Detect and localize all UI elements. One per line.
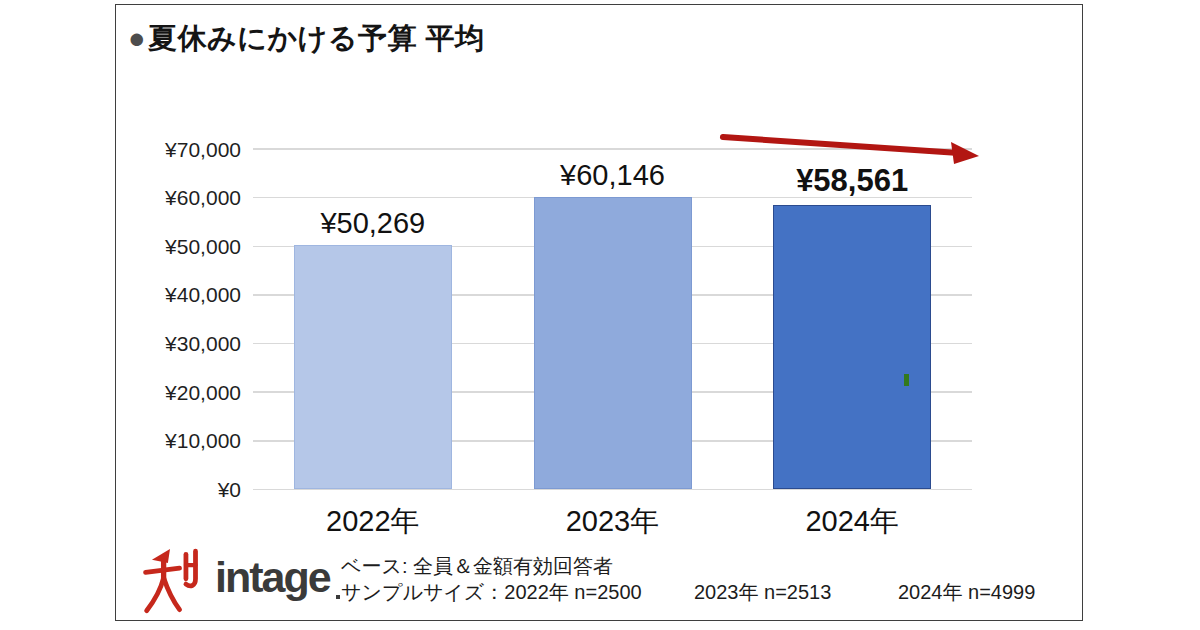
intage-logo-mark-icon xyxy=(139,548,201,616)
x-axis-label-2023年: 2023年 xyxy=(503,502,723,542)
y-axis-tick-label: ¥70,000 xyxy=(131,139,241,160)
value-label-2022年: ¥50,269 xyxy=(263,207,483,240)
y-axis-tick-label: ¥30,000 xyxy=(131,333,241,354)
y-axis-tick-label: ¥50,000 xyxy=(131,236,241,257)
bar-chart: ¥0 ¥10,000 ¥20,000 ¥30,000 ¥40,000 ¥50,000 ¥60… xyxy=(116,5,1084,622)
value-label-2023年: ¥60,146 xyxy=(503,159,723,192)
y-axis-tick-label: ¥0 xyxy=(131,479,241,500)
x-axis-label-2022年: 2022年 xyxy=(263,502,483,542)
intage-logo-dot xyxy=(336,595,340,599)
y-axis-tick-label: ¥20,000 xyxy=(131,382,241,403)
y-axis-tick-label: ¥40,000 xyxy=(131,284,241,305)
note-base: ベース: 全員＆金額有効回答者 xyxy=(341,553,613,580)
green-artifact xyxy=(904,374,909,386)
x-axis-label-2024年: 2024年 xyxy=(742,502,962,542)
bar-2023年 xyxy=(534,197,692,490)
intage-logo: intage xyxy=(139,548,339,618)
y-axis-tick-label: ¥10,000 xyxy=(131,430,241,451)
note-sample-2022: サンプルサイズ：2022年 n=2500 xyxy=(341,579,642,606)
screenshot-stage: ●夏休みにかける予算 平均 ¥0¥10,000¥20,000¥30,000¥40… xyxy=(0,0,1200,630)
trend-arrow-icon xyxy=(711,123,996,171)
y-axis-tick-label: ¥60,000 xyxy=(131,187,241,208)
note-sample-2024: 2024年 n=4999 xyxy=(898,579,1035,606)
bar-2022年 xyxy=(294,245,452,490)
infographic-card: ●夏休みにかける予算 平均 ¥0¥10,000¥20,000¥30,000¥40… xyxy=(115,4,1083,621)
bar-2024年 xyxy=(773,205,931,490)
note-sample-2023: 2023年 n=2513 xyxy=(694,579,831,606)
intage-logo-wordmark: intage xyxy=(215,556,330,599)
